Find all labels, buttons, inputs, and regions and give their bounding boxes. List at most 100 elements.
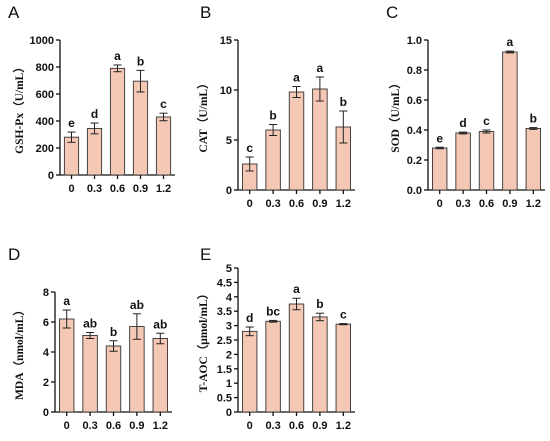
- y-tick-label: 2: [43, 377, 49, 389]
- bar: [478, 131, 495, 191]
- chart-panel-e: ET-AOC（μmol/mL）00.511.522.533.544.55d0bc…: [196, 245, 355, 432]
- y-tick-label: 200: [36, 143, 54, 155]
- bar: [265, 320, 281, 413]
- x-tick-label: 1.2: [153, 420, 168, 432]
- significance-letter: a: [63, 294, 70, 308]
- y-tick-label: 400: [36, 116, 54, 128]
- y-tick-label: 1: [226, 378, 232, 390]
- significance-letter: c: [160, 97, 167, 111]
- significance-letter: ab: [130, 298, 144, 312]
- bar: [105, 345, 122, 413]
- bar: [312, 88, 328, 191]
- x-tick-label: 0.9: [502, 198, 517, 210]
- significance-letter: d: [246, 311, 253, 325]
- x-tick-label: 1.2: [156, 183, 171, 195]
- x-tick-label: 0: [64, 420, 70, 432]
- y-tick-label: 800: [36, 62, 54, 74]
- x-tick-label: 0.9: [312, 198, 327, 210]
- x-tick-label: 0.3: [82, 420, 97, 432]
- y-axis-label: CAT（U/mL）: [196, 77, 210, 152]
- x-tick-label: 0.6: [106, 420, 121, 432]
- y-tick-label: 0: [226, 407, 232, 419]
- y-tick-label: 0.0: [407, 185, 422, 197]
- panel-label: E: [200, 245, 211, 264]
- y-tick-label: 0.6: [407, 95, 422, 107]
- x-tick-label: 1.2: [336, 198, 351, 210]
- significance-letter: b: [340, 95, 347, 109]
- significance-letter: a: [317, 61, 324, 75]
- x-tick-label: 0.6: [289, 420, 304, 432]
- bar: [155, 116, 172, 176]
- bar: [288, 91, 305, 191]
- y-axis-label: GSH-Px（U/mL）: [12, 61, 26, 154]
- bar: [152, 338, 169, 413]
- y-tick-label: 5: [226, 263, 232, 275]
- chart-panel-b: B CAT（U/mL） 0 5 10 15 c 0 b 0.3 a 0.6 a 0.9 b 1.2: [196, 3, 355, 210]
- bar: [58, 318, 75, 413]
- x-tick-label: 0.3: [87, 183, 102, 195]
- x-tick-label: 1.2: [526, 198, 541, 210]
- significance-letter: ab: [153, 317, 167, 331]
- significance-letter: c: [246, 141, 253, 155]
- y-axis-label: MDA（nmol/mL）: [12, 304, 26, 400]
- x-tick-label: 1.2: [336, 420, 351, 432]
- bar: [502, 51, 518, 191]
- y-tick-label: 0.5: [217, 393, 232, 405]
- significance-letter: ab: [83, 317, 97, 331]
- y-tick-label: 1.5: [217, 364, 232, 376]
- significance-letter: b: [530, 112, 537, 126]
- x-tick-label: 0.9: [312, 420, 327, 432]
- y-tick-label: 3: [226, 321, 232, 333]
- bar: [82, 335, 98, 413]
- significance-letter: d: [91, 107, 98, 121]
- significance-letter: b: [110, 325, 117, 339]
- significance-letter: c: [483, 114, 490, 128]
- x-tick-label: 0.6: [289, 198, 304, 210]
- significance-letter: e: [68, 116, 75, 130]
- x-tick-label: 0.6: [479, 198, 494, 210]
- x-tick-label: 0.3: [455, 198, 470, 210]
- bar: [288, 303, 305, 413]
- y-tick-label: 0: [48, 170, 54, 182]
- bar: [455, 132, 471, 191]
- chart-panel-c: C SOD（U/mL） 0.0 0.2 0.4 0.6 0.8 1.0 e 0 d 0.3 c 0.6 a 0…: [386, 3, 545, 210]
- x-tick-label: 0: [437, 198, 443, 210]
- panel-label: C: [386, 3, 398, 22]
- y-tick-label: 3.5: [217, 306, 232, 318]
- y-tick-label: 6: [43, 317, 49, 329]
- bar: [86, 127, 103, 176]
- y-tick-label: 4.5: [217, 277, 232, 289]
- significance-letter: a: [114, 49, 121, 63]
- y-tick-label: 0: [43, 407, 49, 419]
- panel-label: D: [8, 245, 20, 264]
- bar: [431, 147, 448, 191]
- x-tick-label: 0: [247, 420, 253, 432]
- y-axis-label: SOD（U/mL）: [388, 77, 402, 152]
- y-tick-label: 1000: [30, 35, 54, 47]
- y-tick-label: 10: [220, 85, 232, 97]
- x-tick-label: 0: [68, 183, 74, 195]
- chart-panel-d: D MDA（nmol/mL） 0 2 4 6 8 a 0 ab 0.3 b 0.6 ab 0.9 ab 1.2: [8, 245, 172, 432]
- y-tick-label: 0.4: [407, 125, 423, 137]
- y-tick-label: 4: [43, 347, 50, 359]
- x-tick-label: 0.9: [129, 420, 144, 432]
- significance-letter: e: [436, 131, 443, 145]
- y-tick-label: 15: [220, 35, 232, 47]
- x-tick-label: 0.9: [133, 183, 148, 195]
- x-tick-label: 0.6: [110, 183, 125, 195]
- y-tick-label: 4: [226, 292, 233, 304]
- y-tick-label: 5: [226, 135, 232, 147]
- y-tick-label: 600: [36, 89, 54, 101]
- bar: [132, 80, 149, 176]
- y-tick-label: 2.5: [217, 335, 232, 347]
- y-tick-label: 2: [226, 349, 232, 361]
- y-tick-label: 0.8: [407, 65, 422, 77]
- significance-letter: b: [269, 109, 276, 123]
- significance-letter: a: [507, 35, 514, 49]
- panel-label: A: [8, 3, 20, 22]
- bar: [241, 330, 258, 413]
- significance-letter: a: [293, 71, 300, 85]
- significance-letter: d: [459, 116, 466, 130]
- bar: [335, 323, 352, 413]
